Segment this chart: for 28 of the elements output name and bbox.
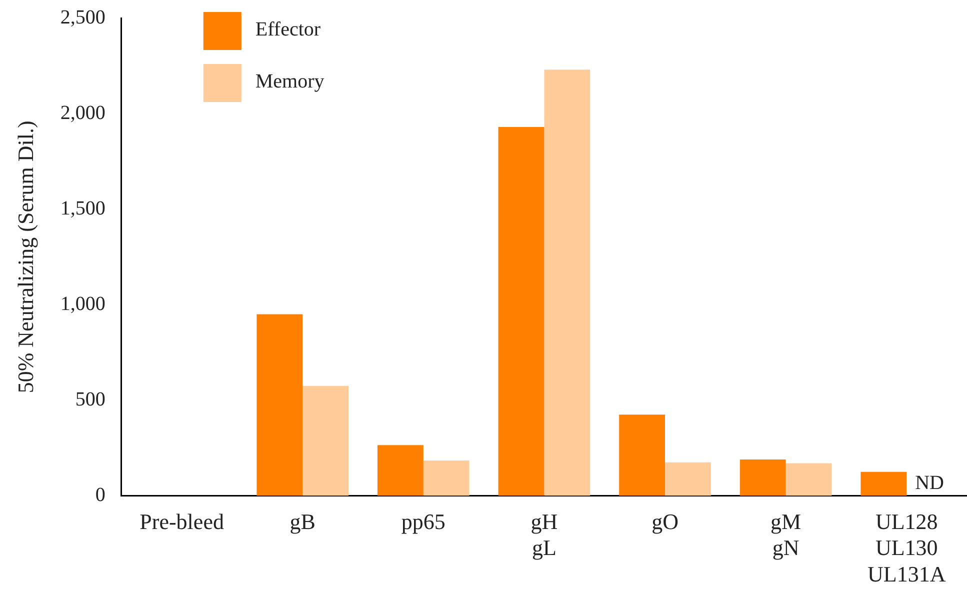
x-tick-label: pp65 — [401, 508, 446, 534]
bar — [498, 126, 544, 496]
bar — [786, 463, 832, 496]
y-tick-label: 2,500 — [60, 6, 106, 28]
x-tick-label: UL128 UL130 UL131A — [867, 508, 946, 587]
x-tick-label: gM gN — [770, 508, 802, 560]
x-tick-label: gH gL — [530, 508, 558, 560]
bar — [377, 445, 424, 496]
y-axis-title: 50% Neutralizing (Serum Dil.) — [12, 120, 38, 394]
bar — [665, 462, 711, 496]
x-tick-label: Pre-bleed — [140, 508, 224, 534]
x-tick-label: gO — [652, 508, 678, 534]
legend-label: Effector — [255, 18, 321, 40]
y-tick-label: 0 — [95, 484, 106, 506]
x-tick-label: gB — [290, 508, 316, 534]
bar — [544, 70, 590, 496]
y-tick-label: 1,500 — [60, 197, 106, 220]
y-tick-label: 1,000 — [60, 292, 106, 315]
annotation: ND — [915, 472, 944, 494]
y-tick-label: 500 — [75, 388, 106, 410]
bar — [302, 386, 349, 496]
bar — [619, 414, 665, 496]
bar — [256, 314, 303, 496]
legend-label: Memory — [255, 70, 324, 92]
bar — [860, 472, 907, 496]
bar — [423, 460, 470, 496]
y-tick-label: 2,000 — [60, 102, 106, 124]
bar — [740, 459, 786, 496]
